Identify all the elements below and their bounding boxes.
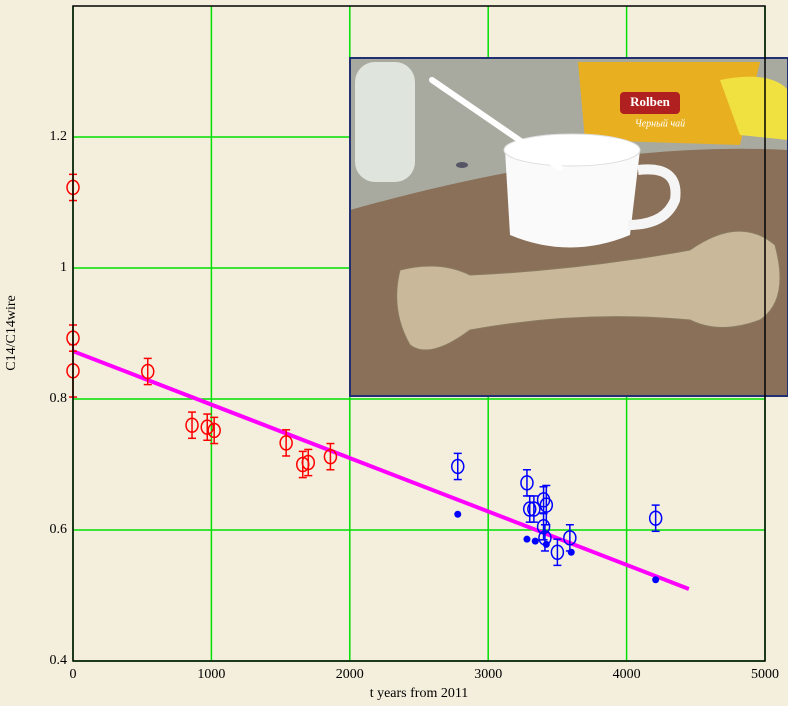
error-bar bbox=[304, 448, 313, 477]
brand: Rolben bbox=[630, 94, 671, 109]
fit-point bbox=[652, 576, 660, 584]
data-point bbox=[279, 435, 293, 451]
data-point bbox=[539, 497, 554, 513]
data-point bbox=[200, 419, 214, 435]
fit-point bbox=[567, 548, 575, 556]
x-tick-label: 0 bbox=[70, 667, 77, 682]
data-point bbox=[451, 458, 465, 475]
photo-frame bbox=[349, 57, 788, 397]
data-point bbox=[648, 510, 663, 526]
data-point bbox=[563, 530, 577, 546]
x-tick-label: 1000 bbox=[197, 667, 225, 682]
error-bar bbox=[453, 452, 462, 481]
fit-point bbox=[531, 537, 539, 545]
error-bar bbox=[529, 495, 538, 523]
spoon bbox=[429, 77, 563, 171]
photo-inset: Rolben Черный чай bbox=[349, 57, 788, 397]
y-axis-label: C14/C14wire bbox=[4, 295, 19, 370]
error-bar bbox=[651, 504, 660, 533]
data-point bbox=[536, 518, 551, 535]
brand-badge bbox=[620, 92, 680, 114]
kettle bbox=[355, 62, 415, 182]
data-point bbox=[527, 501, 541, 517]
bone bbox=[396, 230, 781, 351]
x-tick-label: 2000 bbox=[336, 667, 364, 682]
data-point bbox=[140, 363, 155, 380]
x-tick-label: 4000 bbox=[613, 667, 641, 682]
error-bar bbox=[282, 429, 291, 457]
y-tick-label: 0.6 bbox=[50, 522, 68, 537]
plot-frame bbox=[72, 5, 766, 662]
data-point bbox=[301, 454, 316, 471]
y-tick-label: 1 bbox=[60, 260, 67, 275]
fit-point bbox=[454, 510, 462, 518]
data-point bbox=[520, 475, 534, 491]
fit-point bbox=[542, 540, 550, 548]
x-tick-label: 3000 bbox=[474, 667, 502, 682]
error-bar bbox=[143, 357, 152, 386]
data-point bbox=[207, 422, 221, 439]
bag bbox=[720, 76, 788, 140]
data-point bbox=[185, 417, 199, 433]
error-bar bbox=[188, 411, 197, 440]
cup bbox=[505, 150, 640, 248]
marks-layer bbox=[66, 173, 690, 591]
tea-label: Черный чай bbox=[635, 118, 685, 129]
error-bar bbox=[326, 442, 335, 471]
x-axis-label: t years from 2011 bbox=[370, 686, 469, 701]
data-point bbox=[522, 501, 537, 517]
data-point bbox=[550, 544, 565, 561]
data-point bbox=[323, 448, 338, 465]
y-tick-label: 0.8 bbox=[50, 391, 68, 406]
cup-handle bbox=[627, 164, 681, 230]
error-bar bbox=[539, 512, 548, 541]
cup-rim bbox=[503, 133, 641, 167]
fit-line bbox=[72, 349, 690, 591]
error-bar bbox=[203, 413, 212, 442]
coin bbox=[456, 162, 468, 168]
error-bar bbox=[553, 538, 562, 567]
y-tick-label: 0.4 bbox=[50, 653, 68, 668]
error-bar bbox=[210, 416, 219, 445]
y-tick-label: 1.2 bbox=[50, 129, 68, 144]
fit-point bbox=[523, 535, 531, 543]
x-tick-label: 5000 bbox=[751, 667, 779, 682]
